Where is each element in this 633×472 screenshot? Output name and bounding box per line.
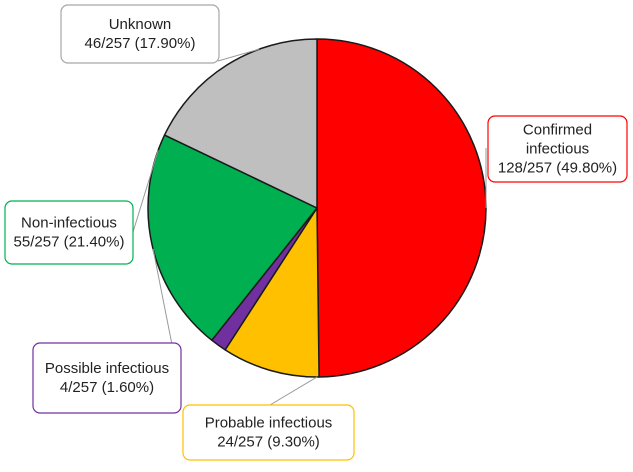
leader-line <box>217 48 260 62</box>
slice-category-label: Probable infectious <box>205 415 333 432</box>
callouts: Confirmed infectious 128/257 (49.80%) Proba… <box>4 4 628 461</box>
callout-box <box>60 4 220 64</box>
slice-value-label: 46/257 (17.90%) <box>85 35 196 52</box>
pie-slices <box>147 38 487 378</box>
callout: Confirmed infectious 128/257 (49.80%) <box>487 115 628 183</box>
slice-category-label: Possible infectious <box>45 360 169 377</box>
slice-value-label: 128/257 (49.80%) <box>498 160 617 177</box>
callout-box <box>4 200 134 265</box>
callout-box <box>182 404 355 461</box>
pie-slice-unknown <box>163 38 318 209</box>
slice-category-label: Non-infectious <box>21 215 117 232</box>
slice-category-label: Confirmed <box>523 122 592 139</box>
slice-value-label: 55/257 (21.40%) <box>14 234 125 251</box>
callout-box <box>487 115 628 183</box>
slice-category-label: Unknown <box>109 16 172 33</box>
callout: Non-infectious 55/257 (21.40%) <box>4 200 134 265</box>
slice-value-label: 4/257 (1.60%) <box>60 379 154 396</box>
leader-line <box>269 376 318 406</box>
slice-value-label: 24/257 (9.30%) <box>217 434 320 451</box>
callout: Possible infectious 4/257 (1.60%) <box>32 342 182 414</box>
pie-slice-confirmed-infectious <box>316 38 487 378</box>
slice-category-label: infectious <box>526 141 589 158</box>
callout: Probable infectious 24/257 (9.30%) <box>182 404 355 461</box>
callout-box <box>32 342 182 414</box>
leader-line <box>132 150 159 233</box>
callout: Unknown 46/257 (17.90%) <box>60 4 220 64</box>
pie-slice-probable-infectious <box>224 207 320 378</box>
